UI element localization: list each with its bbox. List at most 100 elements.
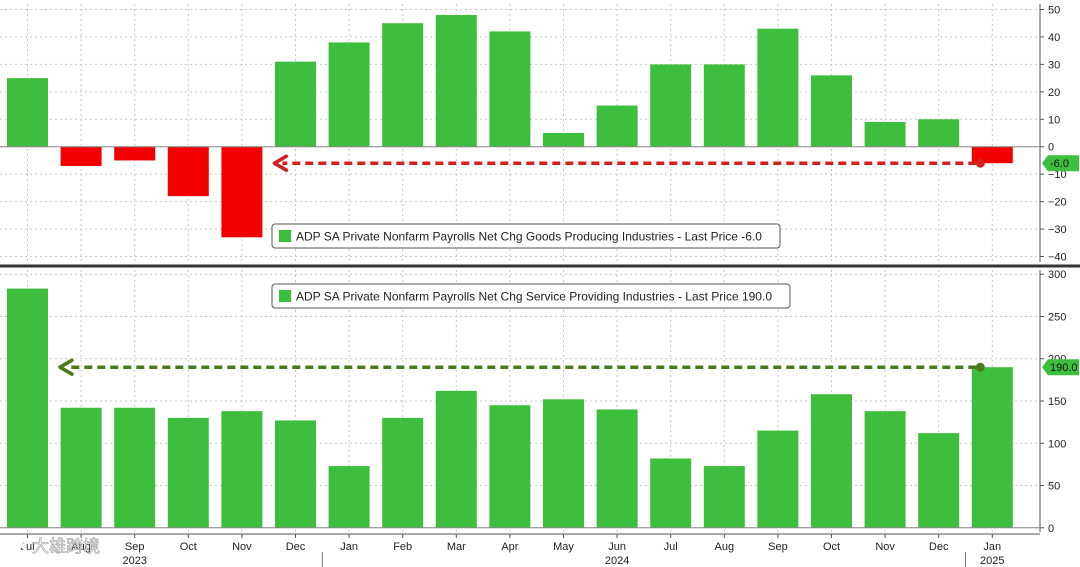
services-bar bbox=[60, 407, 102, 528]
goods-producing-panel: 50 40 30 20 10 0 −10 −20 −30 −40 -6.0 ADP SA Privat… bbox=[0, 4, 1079, 264]
x-tick-label: Dec bbox=[929, 541, 949, 553]
goods-last-price-tag: -6.0 bbox=[1042, 155, 1079, 172]
x-tick-label: Aug bbox=[715, 541, 735, 553]
goods-last-price-tag-label: -6.0 bbox=[1050, 158, 1069, 170]
goods-bar bbox=[167, 146, 209, 197]
goods-bar bbox=[596, 105, 638, 147]
x-tick-label: Apr bbox=[501, 541, 518, 553]
services-legend-label: ADP SA Private Nonfarm Payrolls Net Chg … bbox=[296, 290, 772, 304]
goods-comparison-arrowhead-icon bbox=[272, 154, 289, 172]
services-bar bbox=[435, 390, 477, 528]
goods-bar bbox=[435, 14, 477, 147]
goods-comparison-arrow-origin bbox=[975, 158, 985, 168]
x-year-label: 2023 bbox=[122, 555, 146, 567]
services-bar bbox=[7, 288, 48, 528]
services-ytick-label: 300 bbox=[1048, 269, 1066, 281]
goods-bar bbox=[60, 146, 102, 166]
services-legend-swatch bbox=[279, 290, 291, 302]
goods-bar bbox=[7, 78, 48, 147]
services-bar bbox=[275, 420, 316, 528]
x-tick-label: Aug bbox=[71, 541, 91, 553]
x-tick-label: Sep bbox=[125, 541, 145, 553]
goods-bar bbox=[703, 64, 745, 147]
goods-ytick-label: 30 bbox=[1048, 59, 1060, 71]
services-bar bbox=[971, 367, 1013, 528]
goods-bar bbox=[650, 64, 692, 147]
services-bar bbox=[811, 394, 852, 528]
services-bar bbox=[918, 433, 960, 528]
x-tick-label: Mar bbox=[447, 541, 466, 553]
services-ytick-label: 0 bbox=[1048, 523, 1054, 535]
goods-ytick-label: 10 bbox=[1048, 114, 1060, 126]
watermark-logo-icon-dot bbox=[13, 543, 19, 549]
services-legend: ADP SA Private Nonfarm Payrolls Net Chg … bbox=[271, 283, 791, 309]
x-year-label: 2024 bbox=[605, 555, 629, 567]
services-bar bbox=[650, 458, 692, 528]
services-last-price-tag: 190.0 bbox=[1042, 359, 1079, 376]
services-bar bbox=[864, 411, 906, 528]
x-tick-label: Jan bbox=[340, 541, 358, 553]
services-last-price-tag-shape bbox=[1042, 359, 1079, 376]
services-comparison-arrowhead-icon bbox=[58, 358, 74, 376]
goods-ytick-label: −10 bbox=[1048, 169, 1067, 181]
goods-legend: ADP SA Private Nonfarm Payrolls Net Chg … bbox=[271, 223, 781, 249]
x-tick-label: Feb bbox=[393, 541, 412, 553]
services-last-price-tag-label: 190.0 bbox=[1050, 362, 1078, 374]
goods-bar bbox=[757, 28, 799, 147]
goods-ytick-label: 0 bbox=[1048, 142, 1054, 154]
services-comparison-arrow-origin bbox=[975, 362, 985, 372]
goods-bar bbox=[918, 119, 960, 147]
x-tick-label: May bbox=[553, 541, 574, 553]
x-axis: Jul Aug Sep Oct Nov Dec Jan Feb Mar Apr May Jun Jul A… bbox=[0, 533, 1040, 567]
goods-last-price-tag-shape bbox=[1042, 155, 1079, 172]
goods-bar bbox=[275, 61, 316, 147]
goods-ytick-label: −30 bbox=[1048, 224, 1067, 236]
services-bar bbox=[382, 417, 424, 528]
goods-ytick-label: −20 bbox=[1048, 197, 1067, 209]
goods-ytick-label: −40 bbox=[1048, 252, 1067, 264]
x-year-label: 2025 bbox=[980, 555, 1004, 567]
goods-bar bbox=[489, 31, 531, 147]
services-bar bbox=[221, 411, 263, 528]
x-tick-label: Sep bbox=[768, 541, 788, 553]
watermark-text: 大雄跨境 bbox=[32, 537, 100, 557]
services-bar bbox=[543, 399, 584, 528]
goods-ytick-label: 50 bbox=[1048, 4, 1060, 16]
goods-legend-box bbox=[271, 223, 781, 249]
goods-bar bbox=[382, 23, 424, 147]
services-bar bbox=[596, 409, 638, 528]
x-tick-label: Jun bbox=[608, 541, 626, 553]
services-bar bbox=[114, 407, 156, 528]
x-tick-label: Oct bbox=[180, 541, 197, 553]
goods-bar bbox=[811, 75, 852, 147]
services-ytick-label: 100 bbox=[1048, 438, 1066, 450]
goods-ytick-label: 40 bbox=[1048, 32, 1060, 44]
x-tick-label: Jul bbox=[664, 541, 678, 553]
services-ytick-label: 50 bbox=[1048, 481, 1060, 493]
goods-bar bbox=[328, 42, 370, 147]
services-bar bbox=[757, 430, 799, 528]
services-ytick-label: 250 bbox=[1048, 311, 1066, 323]
services-bar bbox=[489, 405, 531, 528]
services-bar bbox=[167, 417, 209, 528]
goods-ytick-label: 20 bbox=[1048, 87, 1060, 99]
services-legend-box bbox=[271, 283, 791, 309]
goods-bar bbox=[221, 146, 263, 238]
services-bar bbox=[703, 466, 745, 528]
x-tick-label: Oct bbox=[823, 541, 840, 553]
x-tick-label: Dec bbox=[286, 541, 306, 553]
goods-legend-label: ADP SA Private Nonfarm Payrolls Net Chg … bbox=[296, 230, 762, 244]
goods-bar bbox=[114, 146, 156, 161]
x-tick-label: Nov bbox=[875, 541, 895, 553]
goods-bar bbox=[864, 122, 906, 147]
x-tick-label: Jan bbox=[983, 541, 1001, 553]
goods-legend-swatch bbox=[279, 230, 291, 242]
x-tick-label: Nov bbox=[232, 541, 252, 553]
services-bar bbox=[328, 466, 370, 528]
services-ytick-label: 150 bbox=[1048, 396, 1066, 408]
goods-bar bbox=[543, 133, 584, 147]
watermark-logo-icon bbox=[6, 536, 26, 556]
watermark: 大雄跨境 bbox=[6, 536, 100, 557]
